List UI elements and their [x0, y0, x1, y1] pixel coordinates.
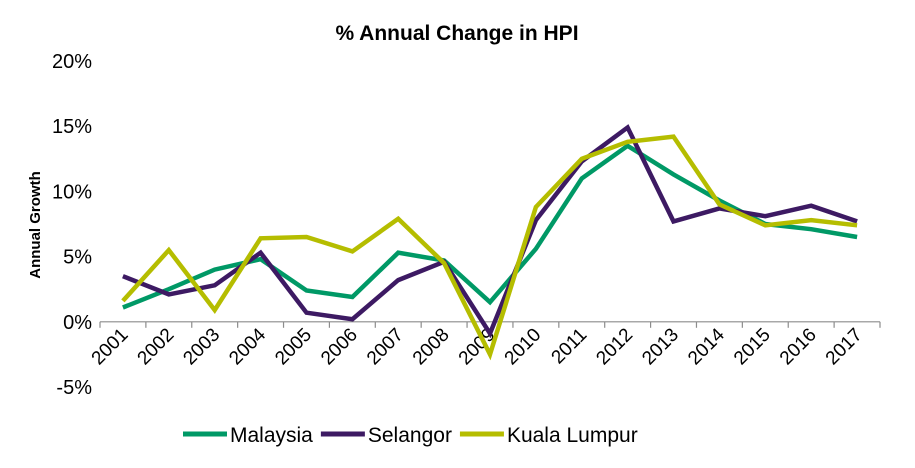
y-tick-label: -5% [56, 377, 92, 399]
y-axis-label: Annual Growth [27, 171, 44, 279]
x-tick-label: 2015 [730, 324, 775, 369]
y-tick-label: 0% [63, 312, 92, 334]
x-tick-label: 2004 [225, 324, 270, 369]
y-tick-label: 15% [52, 116, 92, 138]
x-tick-label: 2006 [317, 324, 362, 369]
y-axis-ticks: -5% 0% 5% 10% 15% 20% [52, 51, 92, 399]
series-lines [121, 124, 858, 361]
y-tick-label: 20% [52, 51, 92, 73]
x-tick-label: 2012 [592, 324, 637, 369]
legend-label: Selangor [368, 424, 452, 447]
legend: Malaysia Selangor Kuala Lumpur [183, 424, 638, 447]
legend-label: Malaysia [230, 424, 313, 447]
x-tick-label: 2008 [409, 324, 454, 369]
x-axis [99, 321, 881, 328]
chart-title: % Annual Change in HPI [335, 22, 578, 45]
x-tick-label: 2016 [776, 324, 821, 369]
x-tick-label: 2013 [638, 324, 683, 369]
x-tick-label: 2014 [684, 324, 729, 369]
x-tick-label: 2001 [88, 324, 133, 369]
x-tick-label: 2002 [134, 324, 179, 369]
series-line-kuala-lumpur [121, 134, 858, 361]
x-tick-label: 2003 [179, 324, 224, 369]
x-tick-label: 2010 [501, 324, 546, 369]
x-tick-label: 2005 [271, 324, 316, 369]
legend-label: Kuala Lumpur [507, 424, 638, 447]
y-tick-label: 5% [63, 247, 92, 269]
x-tick-label: 2011 [548, 324, 592, 368]
x-tick-label: 2017 [822, 324, 867, 369]
y-tick-label: 10% [52, 181, 92, 203]
x-tick-label: 2007 [363, 324, 408, 369]
